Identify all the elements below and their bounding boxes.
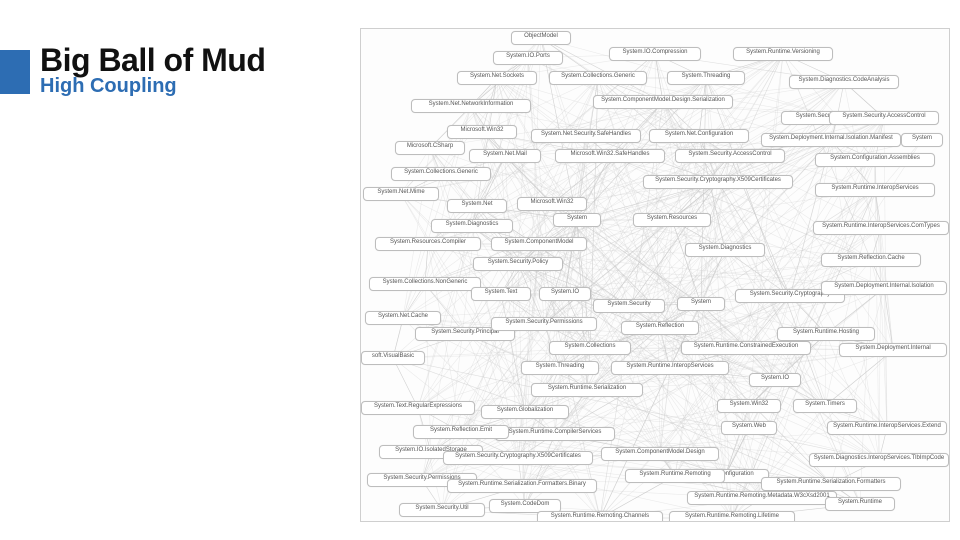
- dependency-node: soft.VisualBasic: [361, 351, 425, 365]
- dependency-diagram: ObjectModel System.IO.Ports System.IO.Comp…: [360, 28, 950, 522]
- dependency-node: Microsoft.Win32: [447, 125, 517, 139]
- dependency-node: System.Text: [471, 287, 531, 301]
- dependency-node: System.Globalization: [481, 405, 569, 419]
- dependency-node: System.Security.Cryptography.X509Certifi…: [443, 451, 593, 465]
- dependency-node: System.Runtime.ConstrainedExecution: [681, 341, 811, 355]
- dependency-node: System.Runtime.CompilerServices: [495, 427, 615, 441]
- dependency-node: System.Security.Util: [399, 503, 485, 517]
- dependency-node: System.Security.AccessControl: [675, 149, 785, 163]
- page-subtitle: High Coupling: [40, 76, 265, 96]
- dependency-node: System.Reflection: [621, 321, 699, 335]
- dependency-node: System.Net: [447, 199, 507, 213]
- dependency-node: System.Runtime: [825, 497, 895, 511]
- dependency-node: System.Diagnostics.CodeAnalysis: [789, 75, 899, 89]
- dependency-node: System: [677, 297, 725, 311]
- dependency-node: System.Runtime.Serialization.Formatters: [761, 477, 901, 491]
- dependency-node: System: [553, 213, 601, 227]
- dependency-node: System.Runtime.Serialization: [531, 383, 643, 397]
- dependency-node: System.Runtime.Remoting.Channels: [537, 511, 663, 522]
- dependency-node: System.Net.Security.SafeHandles: [531, 129, 641, 143]
- dependency-node: System.Security.Permissions: [491, 317, 597, 331]
- dependency-node: System.Security.Policy: [473, 257, 563, 271]
- dependency-node: System.Runtime.Serialization.Formatters.…: [447, 479, 597, 493]
- dependency-node: System.ComponentModel: [491, 237, 587, 251]
- dependency-node: System.Net.Cache: [365, 311, 441, 325]
- dependency-node: System.Deployment.Internal.Isolation: [821, 281, 947, 295]
- dependency-node: System.ComponentModel.Design: [601, 447, 719, 461]
- dependency-node: System.Resources.Compiler: [375, 237, 481, 251]
- dependency-node: System.Reflection.Emit: [413, 425, 509, 439]
- dependency-node: System.Resources: [633, 213, 711, 227]
- page-title: Big Ball of Mud: [40, 44, 265, 76]
- dependency-node: System: [901, 133, 943, 147]
- dependency-node: System.Runtime.InteropServices: [815, 183, 935, 197]
- dependency-node: System.Diagnostics: [685, 243, 765, 257]
- dependency-node: System.Net.Configuration: [649, 129, 749, 143]
- dependency-node: System.Runtime.Versioning: [733, 47, 833, 61]
- dependency-node: System.IO: [749, 373, 801, 387]
- dependency-node: System.Configuration.Assemblies: [815, 153, 935, 167]
- dependency-node: System.Security: [593, 299, 665, 313]
- dependency-node: ObjectModel: [511, 31, 571, 45]
- dependency-node: System.Deployment.Internal: [839, 343, 947, 357]
- dependency-node: System.Security.AccessControl: [829, 111, 939, 125]
- dependency-node: System.Reflection.Cache: [821, 253, 921, 267]
- dependency-node: System.Diagnostics: [431, 219, 513, 233]
- dependency-node: System.Diagnostics.InteropServices.TlbIm…: [809, 453, 949, 467]
- dependency-node: System.Runtime.InteropServices.ComTypes: [813, 221, 949, 235]
- dependency-node: System.IO: [539, 287, 591, 301]
- accent-bar: [0, 50, 30, 94]
- dependency-node: Microsoft.Win32.SafeHandles: [555, 149, 665, 163]
- dependency-node: System.Collections: [549, 341, 631, 355]
- dependency-node: System.Runtime.InteropServices: [611, 361, 729, 375]
- dependency-node: System.Net.Mail: [469, 149, 541, 163]
- dependency-node: Microsoft.Win32: [517, 197, 587, 211]
- dependency-node: System.Security.Cryptography.X509Certifi…: [643, 175, 793, 189]
- dependency-node: System.Threading: [521, 361, 599, 375]
- dependency-node: System.Web: [721, 421, 777, 435]
- dependency-node: System.Collections.Generic: [549, 71, 647, 85]
- dependency-node: System.Timers: [793, 399, 857, 413]
- dependency-node: System.Net.Sockets: [457, 71, 537, 85]
- dependency-node: System.ComponentModel.Design.Serializati…: [593, 95, 733, 109]
- dependency-node: System.Threading: [667, 71, 745, 85]
- dependency-node: Microsoft.CSharp: [395, 141, 465, 155]
- title-block: Big Ball of Mud High Coupling: [40, 44, 265, 96]
- dependency-node: System.IO.Ports: [493, 51, 563, 65]
- dependency-node: System.Runtime.Remoting.Lifetime: [669, 511, 795, 522]
- dependency-node: System.Deployment.Internal.Isolation.Man…: [761, 133, 901, 147]
- dependency-node: System.Collections.NonGeneric: [369, 277, 481, 291]
- dependency-node: System.Runtime.Remoting.Metadata.W3cXsd2…: [687, 491, 837, 505]
- dependency-node: System.Runtime.Hosting: [777, 327, 875, 341]
- dependency-node: System.Text.RegularExpressions: [361, 401, 475, 415]
- dependency-node: System.Net.NetworkInformation: [411, 99, 531, 113]
- dependency-node: System.Runtime.Remoting: [625, 469, 725, 483]
- dependency-node: System.IO.Compression: [609, 47, 701, 61]
- dependency-node: System.Net.Mime: [363, 187, 439, 201]
- dependency-node: System.Win32: [717, 399, 781, 413]
- dependency-node: System.Runtime.InteropServices.Extend: [827, 421, 947, 435]
- dependency-node: System.Collections.Generic: [391, 167, 491, 181]
